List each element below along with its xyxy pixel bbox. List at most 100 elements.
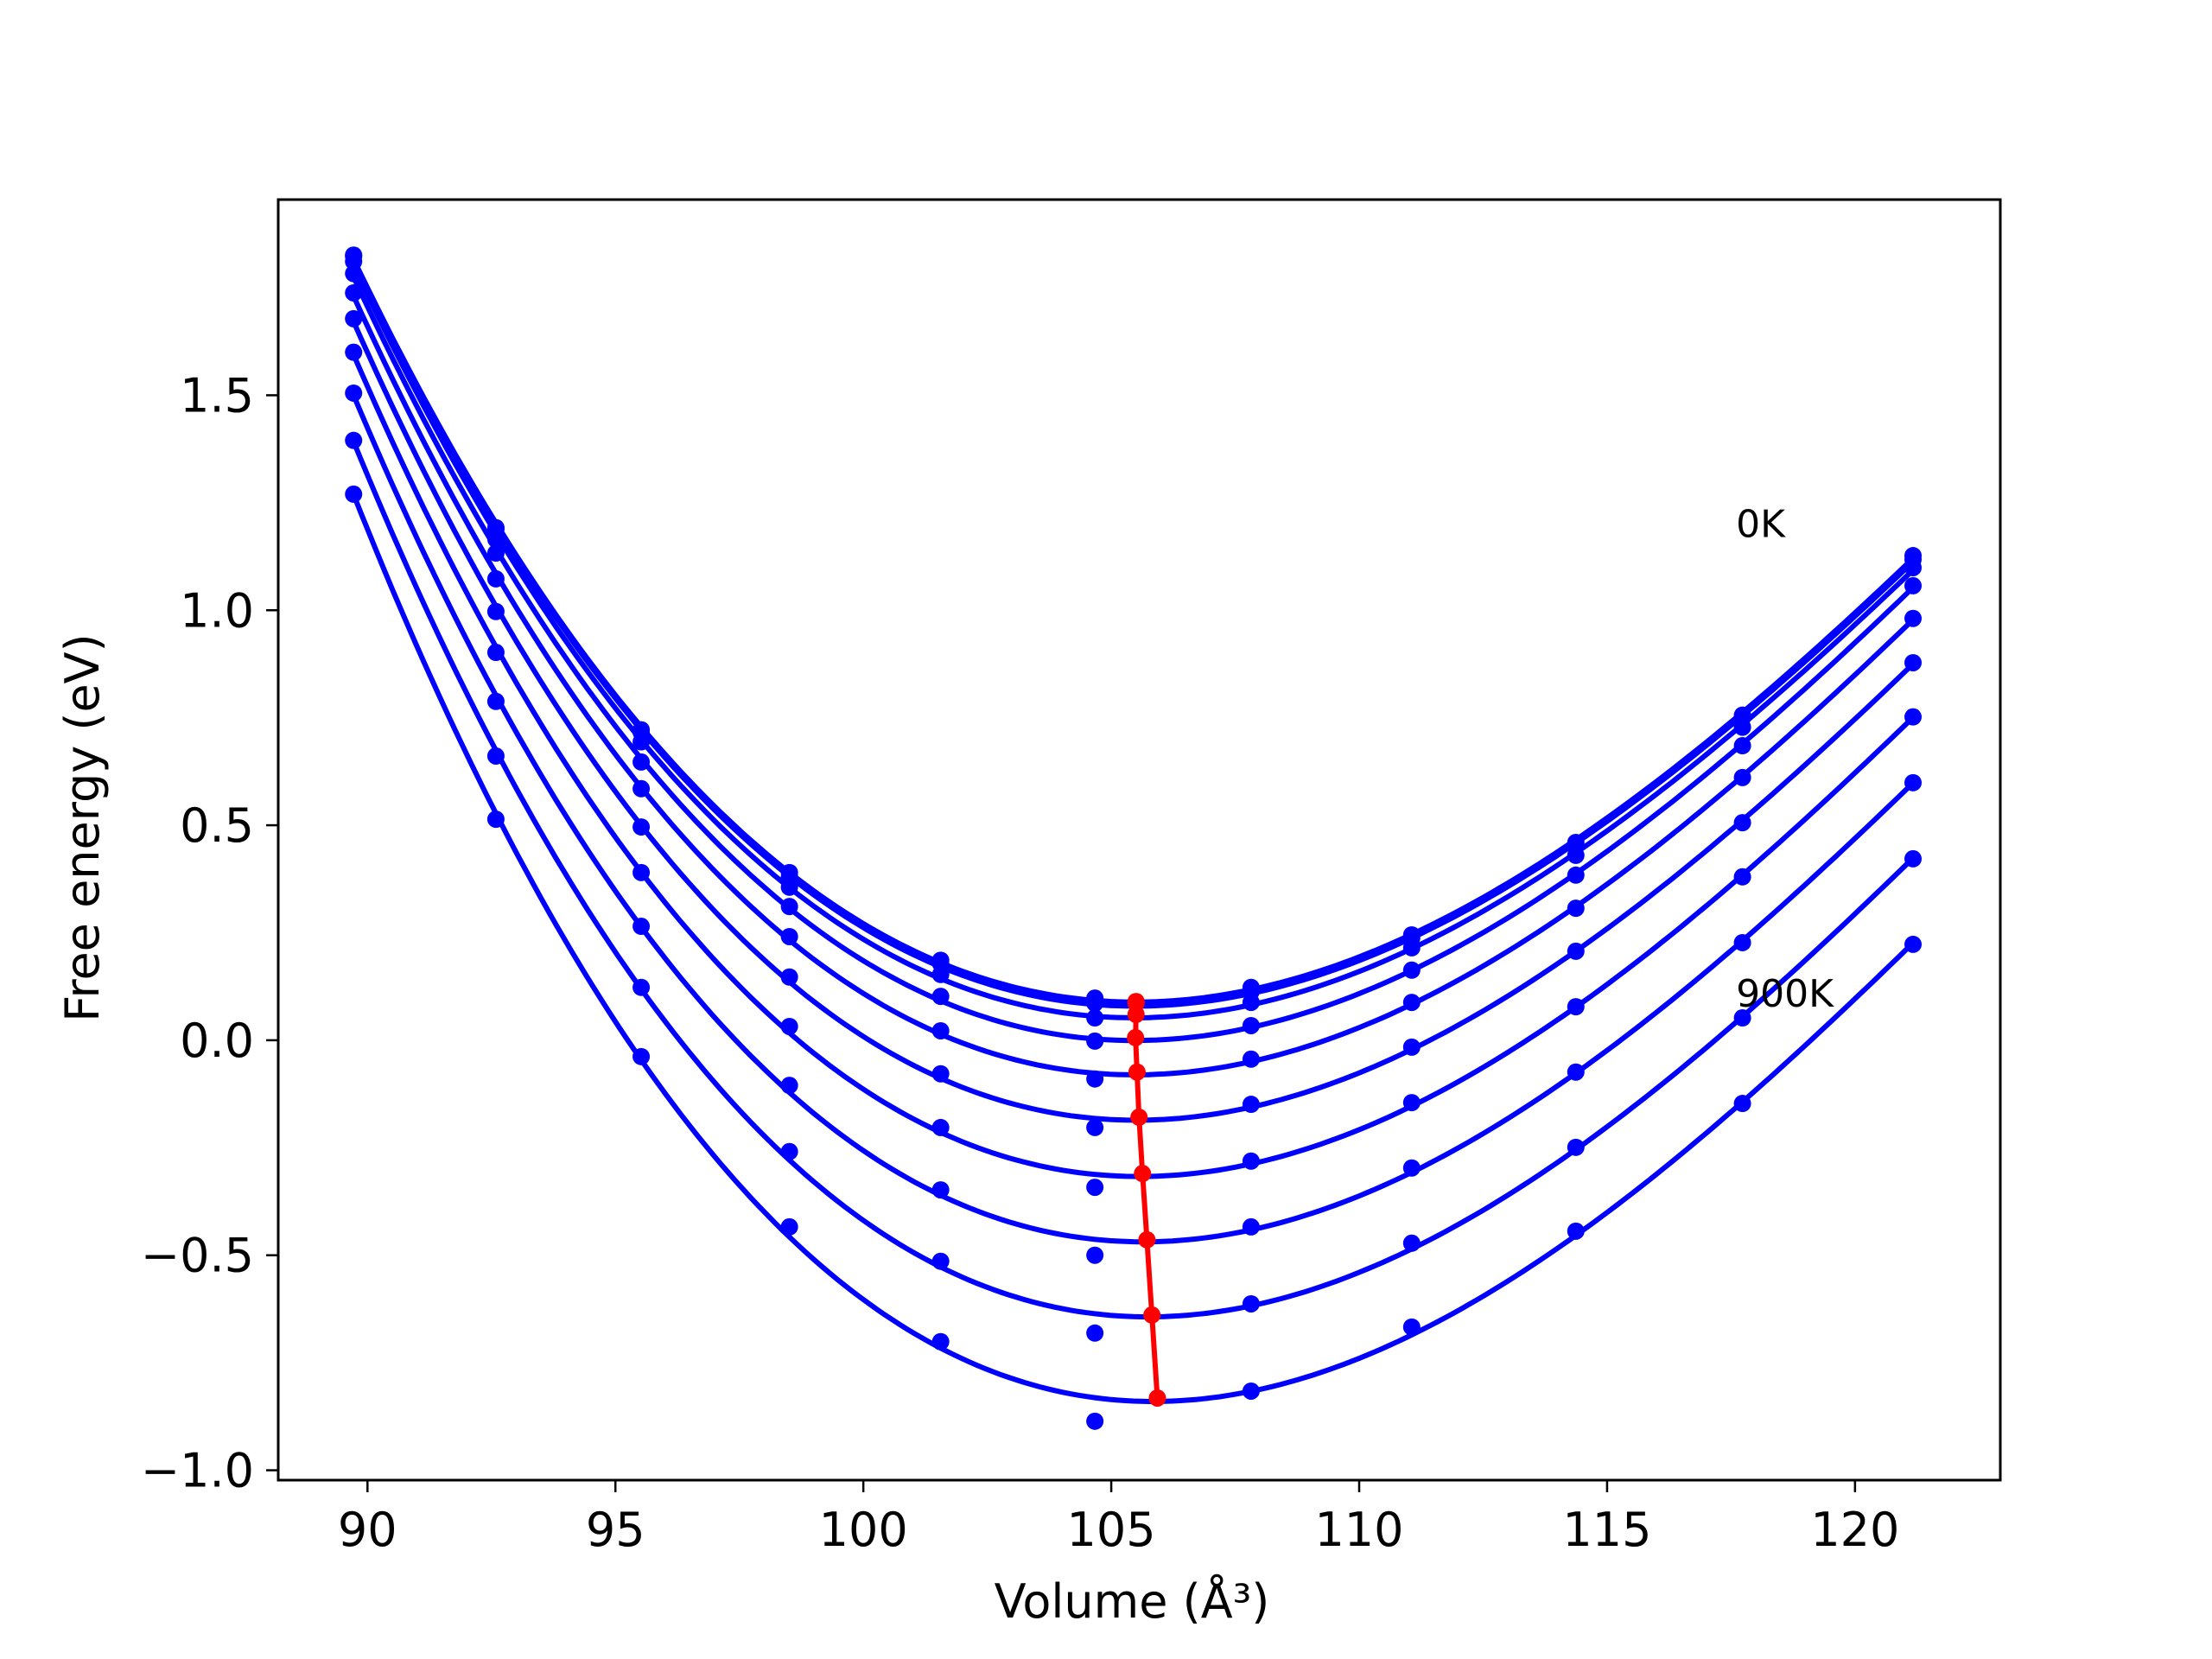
data-point [632,818,651,836]
data-point [486,531,505,549]
x-tick-label: 100 [819,1503,908,1557]
data-point [1402,1318,1421,1336]
data-point [345,264,363,283]
data-point [1904,935,1923,953]
annotation-900k: 900K [1736,972,1834,1016]
data-point [345,343,363,361]
data-point [632,918,651,936]
minimum-line [1133,1001,1160,1399]
data-point [1567,1138,1585,1156]
data-point [1904,576,1923,594]
data-point [1086,1118,1104,1136]
data-point [931,1021,950,1039]
data-points [345,246,1923,1430]
minimum-point [1138,1230,1156,1249]
data-point [931,1332,950,1351]
x-tick-label: 90 [338,1503,397,1557]
data-point [632,1047,651,1065]
fit-curve-7 [351,394,1916,1245]
data-point [1567,866,1585,884]
data-point [1904,653,1923,671]
data-point [1733,1009,1751,1027]
minimum-curve [1127,993,1166,1407]
data-point [1402,1038,1421,1056]
data-point [1086,1032,1104,1050]
data-point [1904,609,1923,627]
data-point [1567,942,1585,960]
fitted-curves [351,257,1916,1404]
data-point [931,1065,950,1083]
data-point [632,978,651,996]
minimum-point [1148,1389,1166,1407]
data-point [1733,814,1751,832]
data-point [780,1017,798,1035]
data-point [1904,773,1923,791]
data-point [632,779,651,798]
data-point [1242,1217,1260,1236]
y-axis-ticks: −1.0 −0.5 0.0 0.5 1.0 1.5 [141,368,278,1498]
data-point [780,927,798,945]
data-point [780,1077,798,1095]
data-point [931,1181,950,1199]
fit-curve-8 [351,440,1916,1319]
data-point [1733,768,1751,786]
data-point [1904,558,1923,576]
x-tick-label: 120 [1810,1503,1899,1557]
data-point [486,810,505,829]
data-point [780,898,798,916]
data-point [780,1217,798,1236]
data-point [345,252,363,270]
data-point [486,569,505,588]
data-point [1567,998,1585,1016]
plot-frame [276,198,2002,1482]
data-point [1086,1246,1104,1264]
data-point [632,733,651,751]
data-point [1402,994,1421,1012]
data-point [1086,1070,1104,1088]
data-point [1904,849,1923,868]
data-point [1086,1412,1104,1430]
minimum-point [1134,1165,1152,1183]
y-axis-label: Free energy (eV) [55,633,110,1021]
data-point [1733,933,1751,951]
data-point [1402,961,1421,979]
annotation-0k: 0K [1736,503,1786,547]
data-point [345,485,363,503]
data-point [1242,1382,1260,1400]
x-axis-label: Volume (Å³) [995,1573,1270,1629]
minimum-point [1128,1063,1146,1081]
y-tick-label: 1.0 [180,583,254,638]
data-point [345,384,363,402]
data-point [486,747,505,765]
data-point [1733,868,1751,886]
x-tick-label: 105 [1067,1503,1156,1557]
data-point [931,1118,950,1136]
data-point [1567,899,1585,918]
minimum-point [1130,1108,1148,1126]
data-point [780,968,798,986]
data-point [1242,1096,1260,1114]
data-point [1086,1009,1104,1027]
minimum-point [1127,1028,1145,1046]
data-point [1567,1063,1585,1081]
x-tick-label: 110 [1314,1503,1403,1557]
data-point [1733,737,1751,755]
x-tick-label: 95 [586,1503,645,1557]
data-point [486,644,505,662]
y-tick-label: −1.0 [141,1444,254,1498]
data-point [931,1252,950,1270]
y-tick-label: −0.5 [141,1229,254,1283]
y-tick-label: 1.5 [180,368,254,423]
data-point [1242,1050,1260,1068]
data-point [345,309,363,327]
data-point [780,878,798,896]
data-point [486,692,505,710]
x-axis-ticks: 90 95 100 105 110 115 120 [338,1480,1899,1557]
data-point [931,988,950,1006]
data-point [486,544,505,563]
y-tick-label: 0.5 [180,798,254,853]
data-point [931,965,950,983]
data-point [1086,1179,1104,1197]
data-point [1733,1095,1751,1113]
